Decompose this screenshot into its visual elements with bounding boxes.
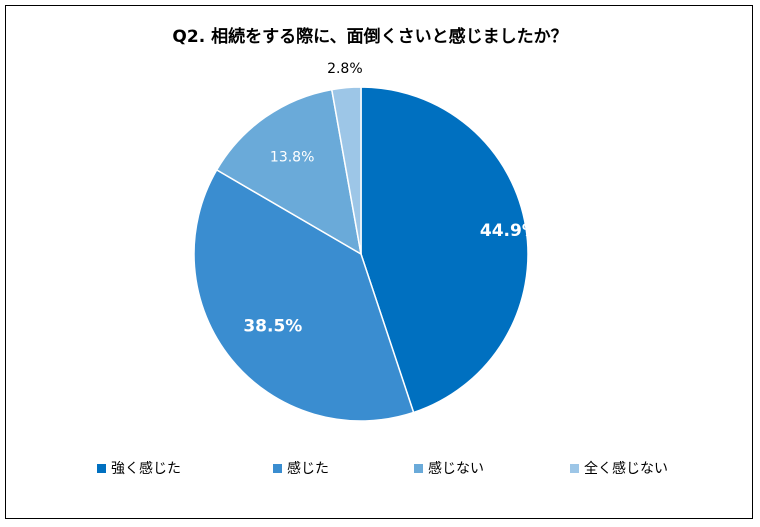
legend-label: 強く感じた	[111, 461, 181, 477]
label-not-felt-at-all: 2.8%	[327, 61, 363, 77]
label-felt: 38.5%	[243, 317, 302, 337]
legend-item-not-felt: 感じない	[414, 458, 484, 478]
pie-labels: 44.9% 38.5% 13.8% 2.8%	[243, 61, 539, 337]
pie-slices	[193, 86, 529, 422]
slice-not-felt-at-all	[330, 86, 362, 255]
slice-not-felt	[215, 88, 363, 256]
legend-item-felt: 感じた	[273, 458, 329, 478]
label-not-felt: 13.8%	[270, 149, 314, 165]
legend-swatch	[570, 463, 579, 473]
chart-title: Q2. 相続をする際に、面倒くさいと感じましたか？	[172, 26, 567, 47]
legend-label: 感じた	[287, 461, 329, 477]
legend-swatch	[97, 463, 106, 473]
legend-item-strongly-felt: 強く感じた	[97, 458, 181, 478]
legend-item-not-felt-at-all: 全く感じない	[570, 458, 668, 478]
legend-swatch	[414, 463, 423, 473]
legend-label: 全く感じない	[584, 461, 668, 477]
legend-swatch	[273, 463, 282, 473]
slice-felt	[193, 168, 415, 422]
label-strongly-felt: 44.9%	[480, 221, 539, 241]
legend: 強く感じた 感じた 感じない 全く感じない	[0, 458, 760, 478]
legend-label: 感じない	[428, 461, 484, 477]
slice-strongly-felt	[360, 86, 529, 414]
